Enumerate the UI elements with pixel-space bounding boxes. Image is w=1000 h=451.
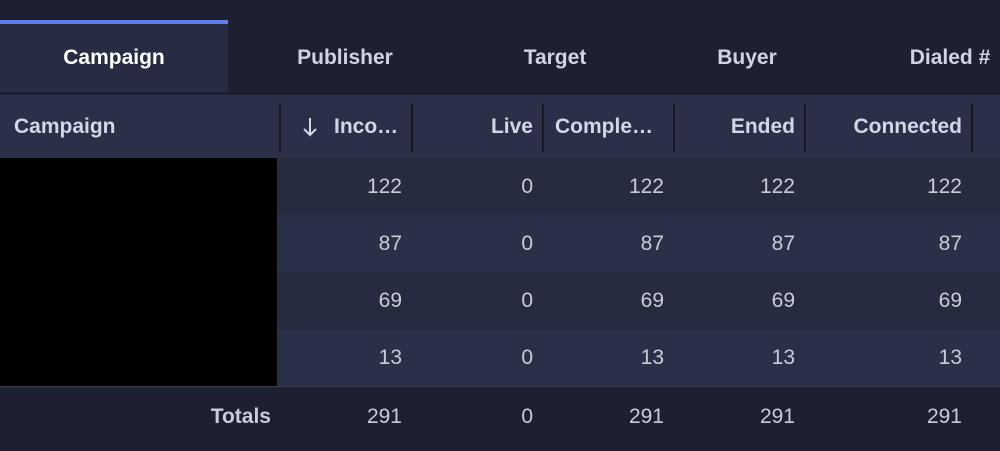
redacted-block [0, 158, 277, 386]
totals-divider [0, 386, 1000, 387]
tab[interactable]: Target [523, 46, 587, 69]
cell: 122 [628, 175, 664, 198]
cell: 13 [378, 346, 402, 369]
cell: 122 [366, 175, 402, 198]
total-cell: 291 [926, 405, 962, 428]
tab[interactable]: Buyer [717, 46, 777, 69]
header-row [0, 95, 1000, 158]
cell: 87 [771, 232, 795, 255]
cell: 0 [521, 346, 533, 369]
cell: 122 [926, 175, 962, 198]
active-tab-indicator [0, 20, 228, 24]
cell: 69 [378, 289, 402, 312]
column-separator [804, 104, 806, 152]
totals-label: Totals [210, 405, 271, 428]
column-separator [971, 104, 973, 152]
column-header[interactable]: Inco… [334, 115, 399, 138]
cell: 69 [640, 289, 664, 312]
tab[interactable]: Dialed # [909, 46, 991, 69]
column-header[interactable]: Ended [730, 115, 795, 138]
cell: 122 [759, 175, 795, 198]
tab[interactable]: Publisher [297, 46, 393, 69]
total-cell: 0 [521, 405, 533, 428]
total-cell: 291 [628, 405, 664, 428]
cell: 13 [938, 346, 962, 369]
column-header[interactable]: Connected [853, 115, 962, 138]
column-separator [542, 104, 544, 152]
cell: 0 [521, 175, 533, 198]
cell: 13 [640, 346, 664, 369]
cell: 0 [521, 289, 533, 312]
cell: 87 [640, 232, 664, 255]
cell: 69 [771, 289, 795, 312]
cell: 13 [771, 346, 795, 369]
column-header[interactable]: Comple… [555, 115, 654, 138]
column-separator [411, 104, 413, 152]
column-header[interactable]: Live [490, 115, 533, 138]
total-cell: 291 [759, 405, 795, 428]
column-header[interactable]: Campaign [14, 115, 116, 138]
total-cell: 291 [366, 405, 402, 428]
column-separator [279, 104, 281, 152]
tab[interactable]: Campaign [0, 24, 228, 92]
cell: 69 [938, 289, 962, 312]
sort-icon[interactable] [300, 116, 320, 138]
cell: 0 [521, 232, 533, 255]
column-separator [673, 104, 675, 152]
cell: 87 [378, 232, 402, 255]
cell: 87 [938, 232, 962, 255]
